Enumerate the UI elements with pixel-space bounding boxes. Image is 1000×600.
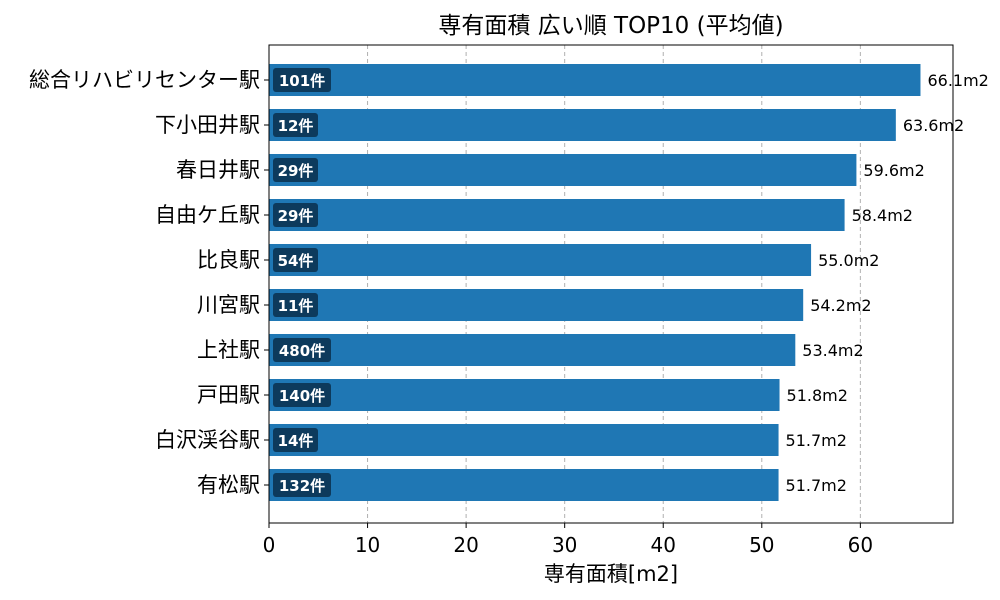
x-tick-label: 20 <box>453 533 478 557</box>
bar <box>269 244 812 276</box>
x-tick-label: 50 <box>749 533 774 557</box>
x-axis-title: 専有面積[m2] <box>544 562 678 586</box>
count-label: 12件 <box>278 117 314 135</box>
count-label: 14件 <box>278 432 314 450</box>
count-badge <box>273 158 318 182</box>
count-label: 101件 <box>279 72 325 90</box>
value-label: 53.4m2 <box>802 341 863 360</box>
chart-title: 専有面積 広い順 TOP10 (平均値) <box>438 13 783 39</box>
count-label: 140件 <box>279 387 325 405</box>
value-label: 55.0m2 <box>818 251 879 270</box>
count-badge <box>273 68 331 92</box>
bar <box>269 64 921 96</box>
bar <box>269 109 896 141</box>
count-label: 480件 <box>279 342 325 360</box>
bar <box>269 334 796 366</box>
plot-frame <box>268 44 954 524</box>
bar <box>269 469 779 501</box>
count-badge <box>273 248 318 272</box>
value-label: 51.7m2 <box>786 476 847 495</box>
x-tick-label: 60 <box>848 533 873 557</box>
count-badge <box>273 293 318 317</box>
value-label: 58.4m2 <box>852 206 913 225</box>
value-label: 63.6m2 <box>903 116 964 135</box>
count-label: 29件 <box>278 162 314 180</box>
y-category-label: 総合リハビリセンター駅 <box>29 68 260 92</box>
y-category-label: 春日井駅 <box>176 158 260 182</box>
count-label: 11件 <box>278 297 314 315</box>
count-label: 54件 <box>278 252 314 270</box>
value-label: 66.1m2 <box>927 71 988 90</box>
bar <box>269 154 857 186</box>
count-badge <box>273 113 318 137</box>
count-label: 132件 <box>279 477 325 495</box>
count-badge <box>273 473 331 497</box>
x-tick-label: 30 <box>552 533 577 557</box>
bar <box>269 379 780 411</box>
y-category-label: 戸田駅 <box>197 383 260 407</box>
y-category-label: 川宮駅 <box>197 293 260 317</box>
value-label: 51.8m2 <box>787 386 848 405</box>
x-axis-ticks: 0 10 20 30 40 50 60 <box>263 523 873 557</box>
x-tick-label: 0 <box>263 533 276 557</box>
y-category-label: 自由ケ丘駅 <box>155 203 260 227</box>
y-category-label: 上社駅 <box>197 338 260 362</box>
count-badge <box>273 383 331 407</box>
y-category-label: 白沢渓谷駅 <box>155 428 260 452</box>
y-category-label: 下小田井駅 <box>155 113 260 137</box>
bar <box>269 199 845 231</box>
value-label: 59.6m2 <box>863 161 924 180</box>
value-label: 51.7m2 <box>786 431 847 450</box>
y-axis-categories: 総合リハビリセンター駅下小田井駅春日井駅自由ケ丘駅比良駅川宮駅上社駅戸田駅白沢渓… <box>29 68 269 497</box>
value-label: 54.2m2 <box>810 296 871 315</box>
bar <box>269 289 804 321</box>
count-badge <box>273 203 318 227</box>
count-badge <box>273 338 331 362</box>
bar <box>269 424 779 456</box>
x-tick-label: 40 <box>651 533 676 557</box>
y-category-label: 有松駅 <box>197 473 260 497</box>
x-tick-label: 10 <box>355 533 380 557</box>
bars-group: 66.1m2 101件 63.6m2 12件 59.6m2 29件 58.4m2 29件 55.… <box>269 64 989 501</box>
y-category-label: 比良駅 <box>197 248 260 272</box>
count-label: 29件 <box>278 207 314 225</box>
count-badge <box>273 428 318 452</box>
